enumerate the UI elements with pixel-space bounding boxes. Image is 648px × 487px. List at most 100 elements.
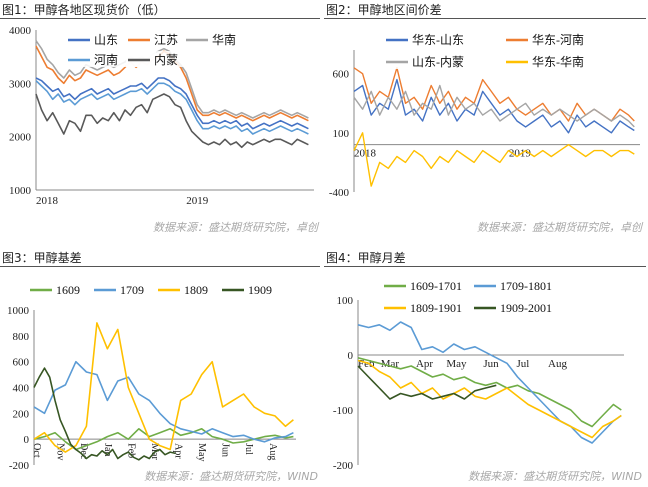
- y-tick-label: 800: [13, 331, 30, 343]
- legend-bg: [504, 53, 594, 69]
- title-underline: [0, 18, 320, 19]
- x-tick-label: Aug: [267, 443, 278, 460]
- series-line-1709: [33, 360, 294, 443]
- legend-bg: [504, 31, 594, 47]
- legend-label: 华东-河南: [532, 32, 584, 47]
- x-tick-label: 2018: [354, 148, 377, 160]
- y-tick-label: 0: [348, 350, 354, 362]
- series-line-1909: [33, 367, 176, 461]
- legend-bg: [382, 277, 472, 293]
- chart-panel-regional-spot-price: 图1：甲醇各地区现货价（低） 1000 2000 3000 4000 2018 2019 山…: [0, 0, 324, 240]
- title-underline: [324, 266, 646, 267]
- legend-label: 江苏: [154, 33, 178, 47]
- legend-label: 河南: [94, 52, 118, 67]
- y-tick-label: 1000: [9, 185, 32, 197]
- legend-label: 1709-1801: [500, 279, 552, 293]
- x-tick-label: Jan: [102, 443, 113, 456]
- series-line-河南: [35, 80, 309, 135]
- x-tick-label: 2018: [36, 195, 59, 207]
- source-credit: 数据来源：盛达期货研究院，WIND: [144, 470, 318, 483]
- legend-label: 山东-内蒙: [412, 55, 464, 69]
- x-tick-label: Oct: [31, 443, 42, 458]
- legend: 1609 1709 1809 1909: [28, 281, 310, 297]
- legend-bg: [220, 281, 310, 297]
- legend-label: 1909-2001: [500, 301, 552, 315]
- x-tick-label: Nov: [55, 443, 66, 460]
- legend-label: 1809-1901: [410, 301, 462, 315]
- legend-bg: [384, 53, 474, 69]
- legend-label: 1709: [120, 283, 144, 297]
- y-tick-label: 2000: [9, 132, 32, 144]
- series-line-华东-华南: [353, 132, 635, 187]
- y-tick-label: 0: [24, 434, 30, 446]
- series-line-山东-内蒙: [353, 84, 635, 128]
- x-tick-label: Jun: [220, 443, 231, 457]
- source-credit: 数据来源：盛达期货研究院，卓创: [477, 221, 642, 234]
- series-line-1709-1801: [357, 321, 622, 444]
- chart-title: 图2：甲醇地区间价差: [326, 3, 442, 17]
- legend-label: 内蒙: [154, 53, 178, 67]
- legend-bg: [382, 299, 472, 315]
- y-tick-label: 200: [13, 408, 30, 420]
- y-tick-label: 100: [337, 295, 354, 307]
- title-underline: [324, 18, 646, 19]
- legend-bg: [472, 277, 562, 293]
- source-credit: 数据来源：盛达期货研究院，卓创: [153, 221, 318, 234]
- source-credit: 数据来源：盛达期货研究院，WIND: [468, 470, 642, 483]
- x-tick-label: Apr: [416, 358, 433, 370]
- y-tick-label: 1000: [7, 305, 30, 317]
- legend-label: 1909: [248, 283, 272, 297]
- chart-title: 图4：甲醇月差: [326, 251, 406, 265]
- title-underline: [0, 266, 320, 267]
- y-tick-label: 400: [13, 383, 30, 395]
- legend-label: 华东-华南: [532, 54, 584, 69]
- x-tick-label: May: [196, 443, 207, 461]
- legend: 1609-1701 1709-1801 1809-1901 1909-2001: [382, 277, 562, 315]
- series-line-1609-1701: [357, 357, 622, 428]
- x-tick-label: Jul: [243, 443, 254, 455]
- legend-label: 华东-山东: [412, 33, 464, 47]
- x-tick-label: Jul: [516, 358, 529, 370]
- series-line-1809-1901: [357, 359, 622, 439]
- x-tick-label: Apr: [172, 443, 183, 459]
- series-line-华东-山东: [353, 78, 635, 134]
- y-tick-label: -200: [333, 460, 354, 472]
- chart-panel-month-spread: 图4：甲醇月差 -200 -100 0 100 Feb Mar Apr May Jun Jul Au…: [324, 246, 648, 487]
- chart-title: 图1：甲醇各地区现货价（低）: [2, 3, 166, 17]
- y-tick-label: 4000: [9, 25, 32, 37]
- legend-bg: [126, 51, 216, 67]
- x-tick-label: May: [446, 358, 467, 370]
- legend-label: 山东: [94, 33, 118, 47]
- legend-label: 1809: [184, 283, 208, 297]
- legend-bg: [184, 31, 274, 47]
- series-line-内蒙: [35, 93, 309, 149]
- series-line-1809: [33, 322, 294, 453]
- y-tick-label: -100: [333, 405, 354, 417]
- y-tick-label: -200: [9, 460, 30, 472]
- y-tick-label: 600: [333, 69, 350, 81]
- legend-label: 1609-1701: [410, 279, 462, 293]
- legend-label: 华南: [212, 32, 236, 47]
- y-tick-label: 3000: [9, 78, 32, 90]
- chart-title: 图3：甲醇基差: [2, 251, 82, 265]
- x-tick-label: Jun: [483, 358, 499, 370]
- x-tick-label: 2019: [186, 195, 209, 207]
- x-tick-label: Aug: [548, 358, 567, 370]
- y-tick-label: -400: [329, 187, 350, 199]
- y-tick-label: 600: [13, 357, 30, 369]
- x-tick-label: Feb: [125, 443, 136, 458]
- legend-bg: [472, 299, 562, 315]
- chart-panel-regional-spread: 图2：甲醇地区间价差 -400 100 600 2018 2019 华东-山东 华东-河南山…: [324, 0, 648, 240]
- x-tick-label: Dec: [78, 443, 89, 460]
- legend-label: 1609: [56, 283, 80, 297]
- y-tick-label: 100: [333, 128, 350, 140]
- chart-panel-basis: 图3：甲醇基差 -200 0 200 400 600 800 1000 Oct Nov Dec Ja…: [0, 246, 324, 487]
- series-line-山东: [35, 77, 309, 130]
- series-line-1609: [33, 428, 294, 451]
